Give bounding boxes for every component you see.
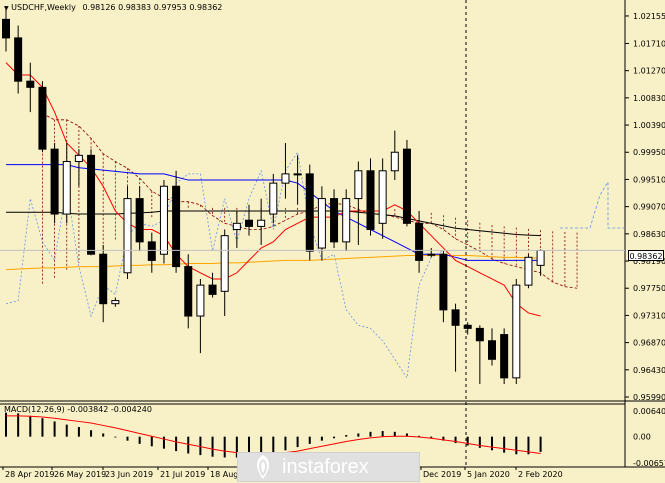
macd-scale-bottom: -0.006577 <box>633 459 665 468</box>
price-label: 1.02155 <box>633 12 665 21</box>
candle-body <box>427 253 436 256</box>
candle-body <box>245 219 253 227</box>
price-label: 1.01710 <box>633 39 665 48</box>
candle-body <box>524 256 533 286</box>
watermark-text: instaforex <box>282 455 369 478</box>
candle-body <box>366 170 375 231</box>
ohlc-values: 0.98126 0.98383 0.97953 0.98362 <box>82 3 223 12</box>
candle-body <box>488 340 496 360</box>
candle-body <box>220 235 229 292</box>
candle-body <box>159 185 168 255</box>
time-label: Dec 2019 <box>423 470 461 479</box>
candle-body <box>463 324 472 329</box>
time-label: 26 May 2019 <box>54 470 106 479</box>
time-label: 21 Jul 2019 <box>160 470 205 479</box>
candle-body <box>317 198 326 249</box>
candle-body <box>50 148 59 215</box>
price-label: 0.96870 <box>633 339 665 348</box>
candle-body <box>500 334 509 379</box>
candle-body <box>269 182 278 215</box>
orange-ma-line <box>5 254 541 271</box>
candle-body <box>475 327 484 342</box>
candle-body <box>354 170 363 200</box>
candle-body <box>402 148 411 224</box>
candle-body <box>305 173 314 252</box>
triangle-down-icon[interactable]: ▼ <box>4 5 9 12</box>
price-label: 1.01270 <box>633 67 665 76</box>
time-label: 18 Aug 20 <box>210 470 251 479</box>
candle-body <box>451 309 460 326</box>
candle-body <box>74 154 83 163</box>
candle-body <box>512 284 521 379</box>
price-label: 1.00830 <box>633 94 665 103</box>
time-label: 23 Jun 2019 <box>105 470 153 479</box>
price-label: 1.00390 <box>633 121 665 130</box>
price-label: 0.95990 <box>633 393 665 402</box>
candle-body <box>62 161 71 215</box>
candle-body <box>330 198 339 243</box>
candle-body <box>281 173 290 184</box>
candle-body <box>172 185 181 268</box>
candle-body <box>99 253 108 305</box>
senkou-span-b-future <box>560 180 625 229</box>
price-label: 0.99510 <box>633 175 665 184</box>
candle-body <box>14 37 23 82</box>
candle-body <box>293 173 302 176</box>
chart-header: ▼ USDCHF,Weekly 0.98126 0.98383 0.97953 … <box>4 3 222 12</box>
candle-body <box>147 241 156 261</box>
candle-body <box>342 198 351 243</box>
candle-body <box>378 170 387 224</box>
candle-body <box>111 300 120 305</box>
time-label: 2 Feb 2020 <box>518 470 563 479</box>
candle-body <box>123 198 132 274</box>
price-label: 0.97310 <box>633 311 665 320</box>
macd-label: MACD(12,26,9) -0.003842 -0.004240 <box>4 405 152 414</box>
time-label: 5 Jan 2020 <box>467 470 510 479</box>
current-price-tag: 0.98362 <box>628 250 664 261</box>
candle-body <box>232 222 241 231</box>
instaforex-logo-icon <box>256 455 270 479</box>
symbol-label: USDCHF,Weekly <box>11 3 76 12</box>
candle-body <box>135 198 144 243</box>
time-label: 28 Apr 2019 <box>5 470 54 479</box>
candle-body <box>2 18 10 39</box>
watermark: instaforex <box>237 452 420 482</box>
macd-scale-top: 0.006405 <box>633 407 665 416</box>
price-label: 0.99070 <box>633 203 665 212</box>
candle-body <box>439 253 448 311</box>
candle-body <box>257 219 266 227</box>
macd-scale-mid: 0.00 <box>633 433 651 442</box>
price-label: 0.96430 <box>633 366 665 375</box>
price-label: 0.97750 <box>633 284 665 293</box>
candle-body <box>87 154 96 255</box>
price-label: 0.98630 <box>633 230 665 239</box>
candle-body <box>26 80 35 88</box>
candle-body <box>196 284 205 317</box>
candle-body <box>184 266 193 317</box>
chikou-span <box>5 151 444 379</box>
price-label: 0.99950 <box>633 148 665 157</box>
candle-body <box>415 222 424 261</box>
price-label: 0.98190 <box>633 257 665 266</box>
candle-body <box>536 250 545 266</box>
tenkan-line <box>5 62 541 317</box>
candle-body <box>208 284 217 295</box>
candle-body <box>390 151 399 172</box>
candle-body <box>38 86 47 150</box>
